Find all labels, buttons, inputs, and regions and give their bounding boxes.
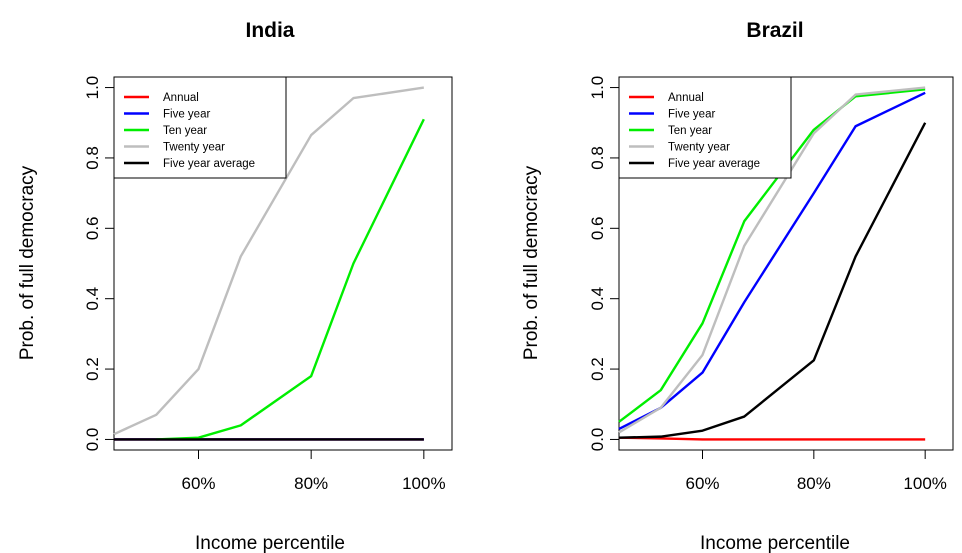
legend-label: Twenty year [163, 142, 225, 154]
y-tick-label: 0.6 [83, 216, 102, 240]
plot-area: 60% 80% 100% 0.0 0.2 0.4 0.6 0.8 1.0 [83, 76, 453, 493]
y-tick-label: 0.0 [83, 428, 102, 452]
legend-box [113, 76, 287, 179]
y-axis-label: Prob. of full democracy [17, 165, 38, 360]
y-tick-label: 0.4 [588, 287, 607, 311]
chart-title: Brazil [746, 19, 803, 42]
legend-label: Ten year [163, 125, 207, 137]
y-tick-label: 1.0 [83, 76, 102, 100]
legend-box [618, 76, 792, 179]
legend-label: Five year [163, 109, 210, 121]
x-tick-label: 100% [903, 474, 946, 493]
chart-title: India [245, 19, 294, 42]
series-line-annual [618, 436, 926, 441]
series-line-ten-year [618, 88, 926, 423]
x-tick-label: 80% [797, 474, 831, 493]
x-tick-label: 60% [181, 474, 215, 493]
series-line-ten-year [156, 118, 425, 441]
y-tick-label: 0.0 [588, 428, 607, 452]
legend-label: Annual [668, 92, 704, 104]
legend-label: Twenty year [668, 142, 730, 154]
series-line-twenty-year [618, 86, 926, 434]
legend-label: Five year average [668, 158, 760, 170]
x-tick-label: 80% [294, 474, 328, 493]
legend: Annual Five year Ten year Twenty year Five y… [618, 76, 792, 179]
y-tick-label: 0.6 [588, 216, 607, 240]
x-axis-label: Income percentile [700, 533, 850, 553]
y-tick-label: 0.8 [83, 146, 102, 170]
x-tick-label: 100% [402, 474, 445, 493]
x-tick-label: 60% [685, 474, 719, 493]
series-line-five-year-average [618, 122, 927, 439]
y-tick-label: 0.4 [83, 287, 102, 311]
x-axis-label: Income percentile [195, 533, 345, 553]
y-tick-label: 0.2 [588, 357, 607, 381]
legend-label: Five year [668, 109, 715, 121]
legend-label: Ten year [668, 125, 712, 137]
legend-label: Five year average [163, 158, 255, 170]
y-axis-label: Prob. of full democracy [521, 165, 542, 360]
y-tick-label: 0.8 [588, 146, 607, 170]
legend: Annual Five year Ten year Twenty year Five y… [113, 76, 287, 179]
chart-panel-india: India Income percentile Prob. of full de… [17, 19, 453, 553]
y-tick-label: 0.2 [83, 357, 102, 381]
plot-area: 60% 80% 100% 0.0 0.2 0.4 0.6 0.8 1.0 [588, 76, 954, 493]
series-line-twenty-year [113, 86, 425, 436]
legend-label: Annual [163, 92, 199, 104]
y-tick-label: 1.0 [588, 76, 607, 100]
chart-panel-brazil: Brazil Income percentile Prob. of full d… [521, 19, 954, 553]
